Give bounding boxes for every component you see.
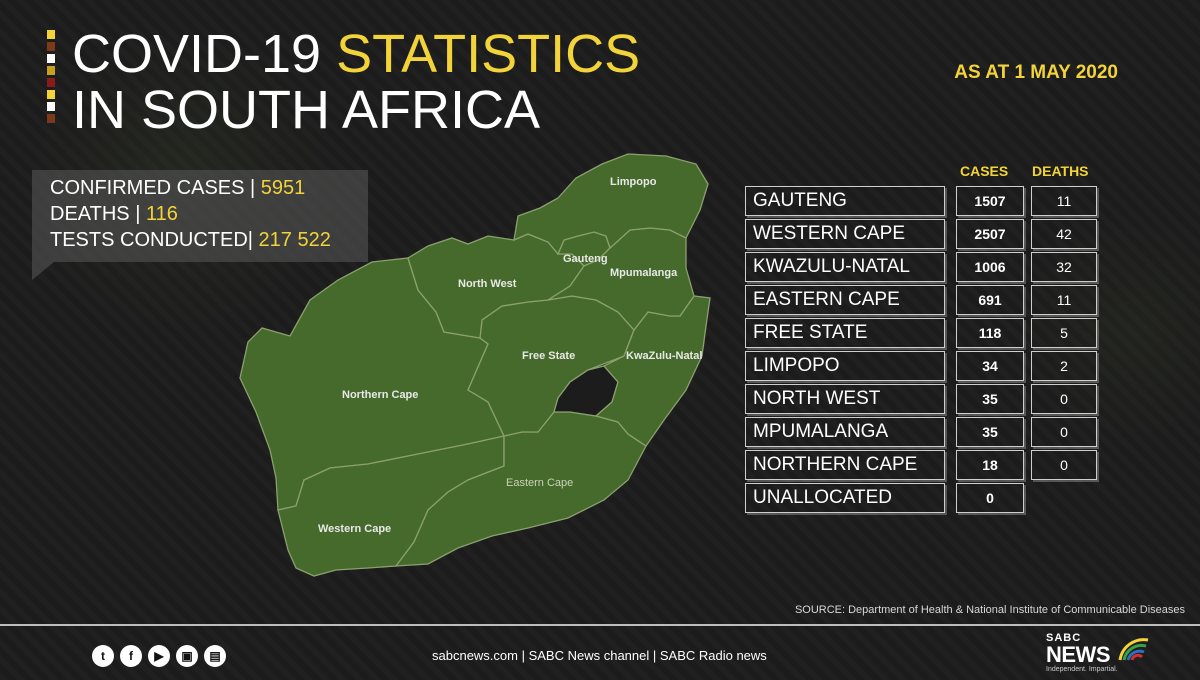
summary-box: CONFIRMED CASES | 5951 DEATHS | 116 TEST…: [32, 170, 368, 262]
tv-icon[interactable]: ▣: [176, 645, 198, 667]
sabc-news-logo: SABC NEWS Independent. Impartial.: [1046, 632, 1156, 676]
province-name: NORTHERN CAPE: [745, 450, 945, 480]
title-line1-prefix: COVID-19: [72, 24, 337, 84]
confirmed-cases-label: CONFIRMED CASES |: [50, 177, 261, 199]
province-deaths: 42: [1031, 219, 1097, 249]
south-africa-map: Limpopo Gauteng Mpumalanga North West Fr…: [239, 153, 711, 577]
tests-row: TESTS CONDUCTED| 217 522: [50, 228, 331, 252]
social-icons: t f ▶ ▣ ▤: [92, 645, 226, 667]
province-cases: 35: [956, 384, 1024, 414]
confirmed-cases-row: CONFIRMED CASES | 5951: [50, 176, 305, 200]
region-limpopo: [513, 153, 709, 256]
province-deaths: 0: [1031, 384, 1097, 414]
province-deaths: 11: [1031, 186, 1097, 216]
brand-main: NEWS: [1046, 642, 1111, 667]
brand-arcs-icon: [1118, 638, 1149, 661]
province-cases: 35: [956, 417, 1024, 447]
province-name: LIMPOPO: [745, 351, 945, 381]
label-gauteng: Gauteng: [563, 253, 608, 265]
label-eastern-cape: Eastern Cape: [506, 477, 573, 489]
province-name: GAUTENG: [745, 186, 945, 216]
province-deaths: 32: [1031, 252, 1097, 282]
label-northern-cape: Northern Cape: [342, 389, 418, 401]
deaths-row: DEATHS | 116: [50, 202, 178, 226]
cases-column-header: CASES: [960, 163, 1009, 179]
source-note: SOURCE: Department of Health & National …: [794, 604, 1185, 616]
label-limpopo: Limpopo: [610, 176, 657, 188]
label-kwazulu-natal: KwaZulu-Natal: [626, 350, 702, 362]
page-title: COVID-19 STATISTICS IN SOUTH AFRICA: [72, 26, 640, 138]
province-deaths: 5: [1031, 318, 1097, 348]
province-name: NORTH WEST: [745, 384, 945, 414]
province-name: KWAZULU-NATAL: [745, 252, 945, 282]
title-line1-accent: STATISTICS: [336, 24, 641, 84]
deaths-value: 116: [145, 203, 178, 225]
province-name: EASTERN CAPE: [745, 285, 945, 315]
label-free-state: Free State: [522, 350, 575, 362]
province-cases: 18: [956, 450, 1024, 480]
province-deaths: 0: [1031, 450, 1097, 480]
province-cases: 118: [956, 318, 1024, 348]
province-cases: 691: [956, 285, 1024, 315]
summary-box-tail: [32, 262, 54, 280]
deaths-column-header: DEATHS: [1032, 163, 1089, 179]
province-name: FREE STATE: [745, 318, 945, 348]
label-western-cape: Western Cape: [318, 523, 391, 535]
province-deaths: 11: [1031, 285, 1097, 315]
province-name: UNALLOCATED: [745, 483, 945, 513]
deaths-label: DEATHS |: [50, 203, 146, 225]
date-label: AS AT 1 MAY 2020: [954, 62, 1118, 83]
label-mpumalanga: Mpumalanga: [610, 267, 678, 279]
brand-top: SABC: [1046, 632, 1082, 644]
tests-label: TESTS CONDUCTED|: [50, 229, 259, 251]
footer-divider: [0, 624, 1200, 626]
radio-icon[interactable]: ▤: [204, 645, 226, 667]
title-line2: IN SOUTH AFRICA: [72, 80, 541, 140]
label-north-west: North West: [458, 278, 517, 290]
province-deaths: 0: [1031, 417, 1097, 447]
footer-links[interactable]: sabcnews.com | SABC News channel | SABC …: [432, 648, 767, 663]
twitter-icon[interactable]: t: [92, 645, 114, 667]
decorative-stripe: [47, 30, 55, 138]
province-cases: 2507: [956, 219, 1024, 249]
youtube-icon[interactable]: ▶: [148, 645, 170, 667]
brand-tagline: Independent. Impartial.: [1046, 666, 1118, 673]
province-deaths: 2: [1031, 351, 1097, 381]
confirmed-cases-value: 5951: [260, 177, 306, 199]
tests-value: 217 522: [258, 229, 331, 251]
province-name: WESTERN CAPE: [745, 219, 945, 249]
province-cases: 34: [956, 351, 1024, 381]
province-cases: 1507: [956, 186, 1024, 216]
province-cases: 1006: [956, 252, 1024, 282]
facebook-icon[interactable]: f: [120, 645, 142, 667]
province-name: MPUMALANGA: [745, 417, 945, 447]
province-cases: 0: [956, 483, 1024, 513]
